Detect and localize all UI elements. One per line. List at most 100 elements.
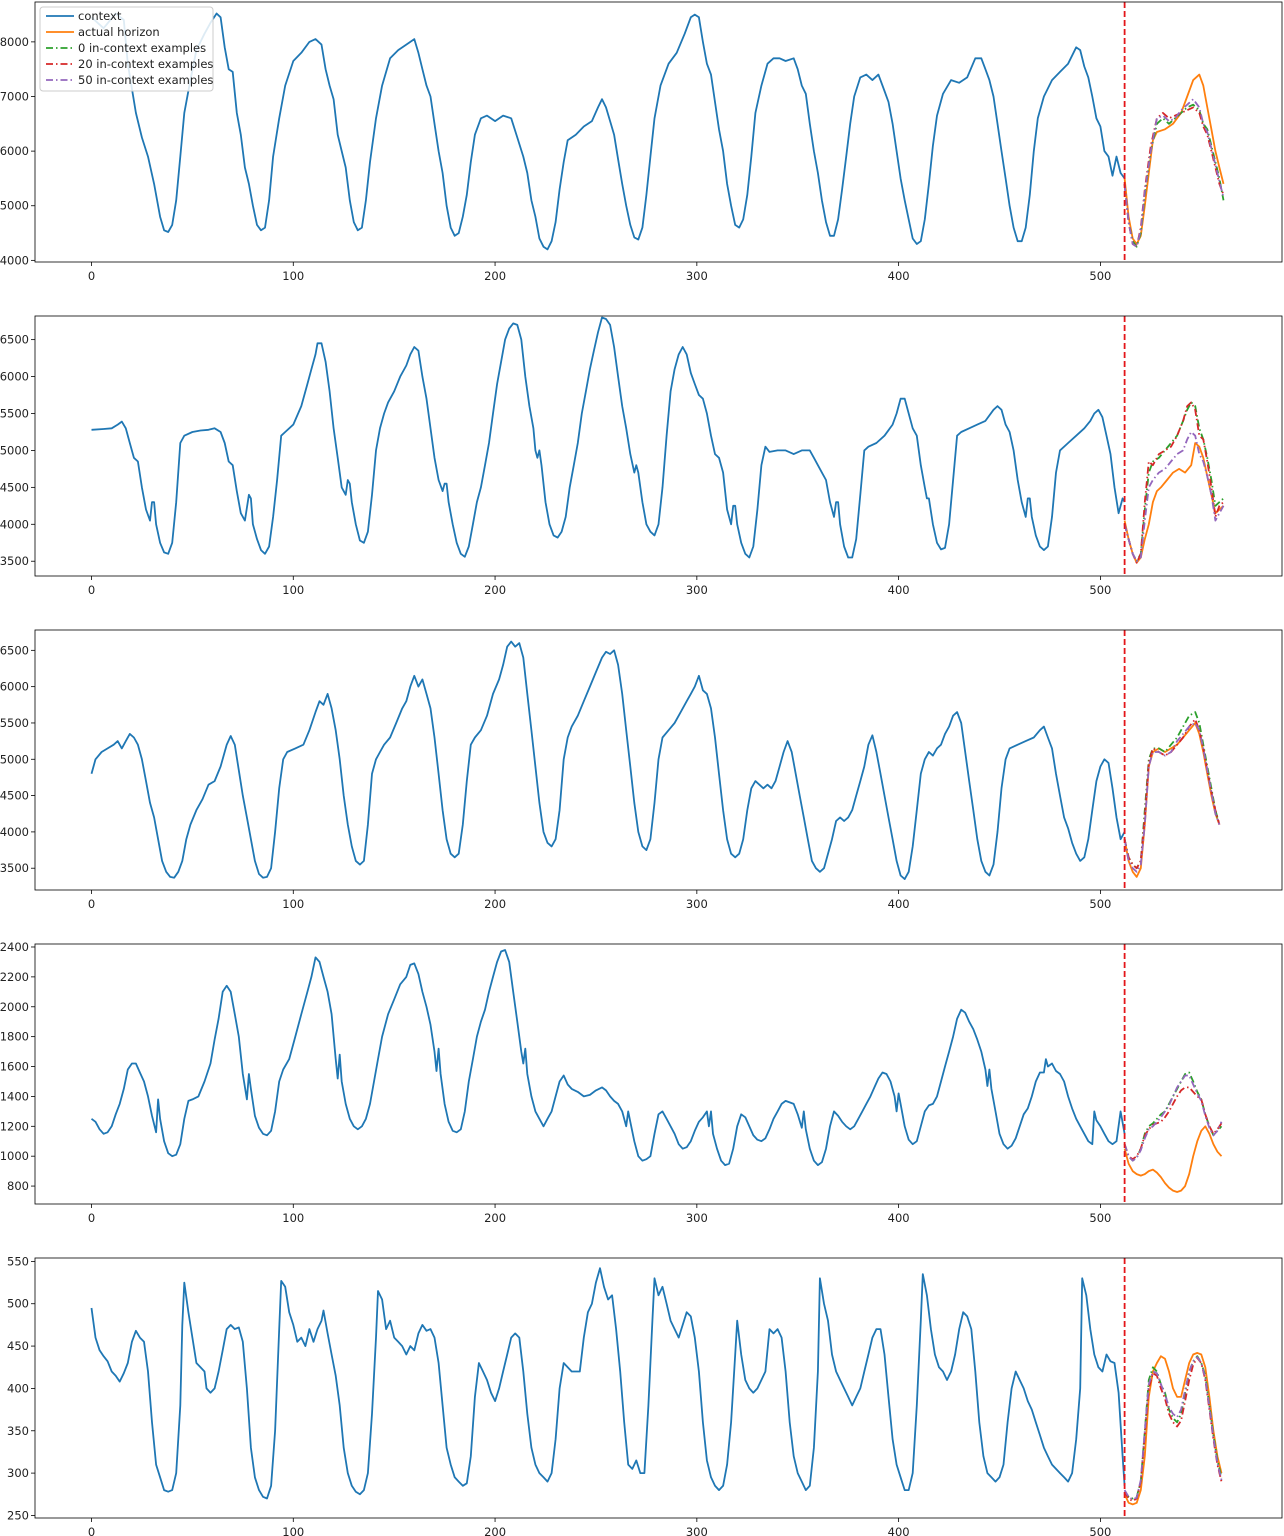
x-tick-label: 400 bbox=[888, 1211, 910, 1225]
y-tick-label: 5000 bbox=[0, 443, 29, 457]
forecast-0-examples-line bbox=[1123, 711, 1221, 870]
forecast-50-examples-line bbox=[1123, 98, 1225, 248]
y-tick-label: 4000 bbox=[0, 825, 29, 839]
x-tick-label: 300 bbox=[686, 1211, 708, 1225]
context-line bbox=[90, 949, 1126, 1166]
y-tick-label: 1800 bbox=[0, 1030, 29, 1044]
x-tick-label: 0 bbox=[88, 269, 95, 283]
y-tick-label: 6000 bbox=[0, 370, 29, 384]
context-line bbox=[91, 316, 1126, 559]
axes-frame bbox=[34, 315, 1283, 577]
y-tick-label: 250 bbox=[7, 1508, 29, 1522]
axes-frame bbox=[34, 1257, 1283, 1519]
y-tick-label: 6000 bbox=[0, 144, 29, 158]
x-tick-label: 200 bbox=[484, 269, 506, 283]
forecast-0-examples-line bbox=[1123, 103, 1225, 248]
y-tick-label: 1400 bbox=[0, 1089, 29, 1103]
x-tick-label: 100 bbox=[282, 583, 304, 597]
legend: context actual horizon 0 in-context exampl… bbox=[39, 6, 214, 92]
y-tick-label: 6500 bbox=[0, 643, 29, 657]
y-tick-label: 2400 bbox=[0, 940, 29, 954]
y-tick-label: 3500 bbox=[0, 861, 29, 875]
x-tick-label: 300 bbox=[686, 897, 708, 911]
y-tick-label: 5000 bbox=[0, 752, 29, 766]
forecast-50-examples-line bbox=[1123, 722, 1221, 873]
x-tick-label: 300 bbox=[686, 269, 708, 283]
subplot-4: 800 1000 1200 1400 1600 1800 2000 2200 2400 0 100 2… bbox=[0, 940, 1283, 1225]
x-tick-label: 0 bbox=[88, 1211, 95, 1225]
x-tick-label: 400 bbox=[888, 583, 910, 597]
actual-horizon-line bbox=[1123, 1352, 1223, 1506]
actual-horizon-line bbox=[1123, 1125, 1223, 1193]
actual-horizon-line bbox=[1123, 722, 1221, 878]
x-tick-label: 400 bbox=[888, 897, 910, 911]
forecast-20-examples-line bbox=[1123, 106, 1225, 248]
context-line bbox=[90, 640, 1126, 880]
context-line bbox=[90, 12, 1126, 251]
y-tick-label: 1000 bbox=[0, 1149, 29, 1163]
x-tick-label: 500 bbox=[1089, 583, 1111, 597]
x-tick-label: 200 bbox=[484, 583, 506, 597]
forecast-50-examples-line bbox=[1123, 1356, 1223, 1501]
y-tick-label: 5000 bbox=[0, 199, 29, 213]
y-tick-label: 8000 bbox=[0, 35, 29, 49]
y-tick-label: 800 bbox=[7, 1179, 29, 1193]
y-tick-label: 500 bbox=[7, 1297, 29, 1311]
subplot-5: 250 300 350 400 450 500 550 0 100 200 300 400 500 bbox=[7, 1254, 1283, 1536]
x-tick-label: 200 bbox=[484, 897, 506, 911]
y-tick-label: 6500 bbox=[0, 333, 29, 347]
x-tick-label: 100 bbox=[282, 897, 304, 911]
legend-label: 20 in-context examples bbox=[78, 57, 213, 71]
x-tick-label: 400 bbox=[888, 1525, 910, 1536]
y-tick-label: 3500 bbox=[0, 554, 29, 568]
y-tick-label: 5500 bbox=[0, 716, 29, 730]
subplot-1: 4000 5000 6000 7000 8000 0 100 200 300 400 500 bbox=[0, 1, 1283, 283]
x-tick-label: 100 bbox=[282, 1525, 304, 1536]
y-tick-label: 450 bbox=[7, 1339, 29, 1353]
x-tick-label: 0 bbox=[88, 897, 95, 911]
actual-horizon-line bbox=[1123, 73, 1225, 245]
y-tick-label: 4500 bbox=[0, 480, 29, 494]
x-tick-label: 400 bbox=[888, 269, 910, 283]
legend-label: 0 in-context examples bbox=[78, 41, 206, 55]
x-tick-label: 500 bbox=[1089, 897, 1111, 911]
forecast-20-examples-line bbox=[1123, 401, 1225, 564]
x-tick-label: 0 bbox=[88, 583, 95, 597]
subplot-2: 3500 4000 4500 5000 5500 6000 6500 0 100 200 300 40… bbox=[0, 315, 1283, 597]
y-tick-label: 2200 bbox=[0, 970, 29, 984]
y-tick-label: 2000 bbox=[0, 1000, 29, 1014]
legend-label: actual horizon bbox=[78, 25, 160, 39]
axes-frame bbox=[34, 1, 1283, 263]
axes-frame bbox=[34, 943, 1283, 1205]
x-tick-label: 100 bbox=[282, 1211, 304, 1225]
subplot-3: 3500 4000 4500 5000 5500 6000 6500 0 100 200 300 40… bbox=[0, 629, 1283, 911]
y-tick-label: 7000 bbox=[0, 89, 29, 103]
actual-horizon-line bbox=[1123, 442, 1225, 564]
y-tick-label: 6000 bbox=[0, 680, 29, 694]
x-tick-label: 500 bbox=[1089, 269, 1111, 283]
y-tick-label: 1200 bbox=[0, 1119, 29, 1133]
x-tick-label: 0 bbox=[88, 1525, 95, 1536]
series-group bbox=[90, 1267, 1223, 1506]
y-tick-label: 550 bbox=[7, 1254, 29, 1268]
y-tick-label: 4000 bbox=[0, 517, 29, 531]
x-tick-label: 300 bbox=[686, 1525, 708, 1536]
y-tick-label: 1600 bbox=[0, 1060, 29, 1074]
legend-label: context bbox=[78, 9, 122, 23]
forecast-20-examples-line bbox=[1123, 718, 1221, 870]
y-tick-label: 400 bbox=[7, 1381, 29, 1395]
series-group bbox=[91, 316, 1225, 564]
context-line bbox=[90, 1267, 1126, 1500]
series-group bbox=[90, 640, 1221, 880]
forecast-50-examples-line bbox=[1123, 1074, 1223, 1162]
x-tick-label: 500 bbox=[1089, 1525, 1111, 1536]
forecast-50-examples-line bbox=[1123, 431, 1225, 563]
y-tick-label: 4500 bbox=[0, 789, 29, 803]
y-tick-label: 5500 bbox=[0, 407, 29, 421]
series-group bbox=[90, 12, 1225, 251]
x-tick-label: 500 bbox=[1089, 1211, 1111, 1225]
y-tick-label: 300 bbox=[7, 1466, 29, 1480]
x-tick-label: 300 bbox=[686, 583, 708, 597]
